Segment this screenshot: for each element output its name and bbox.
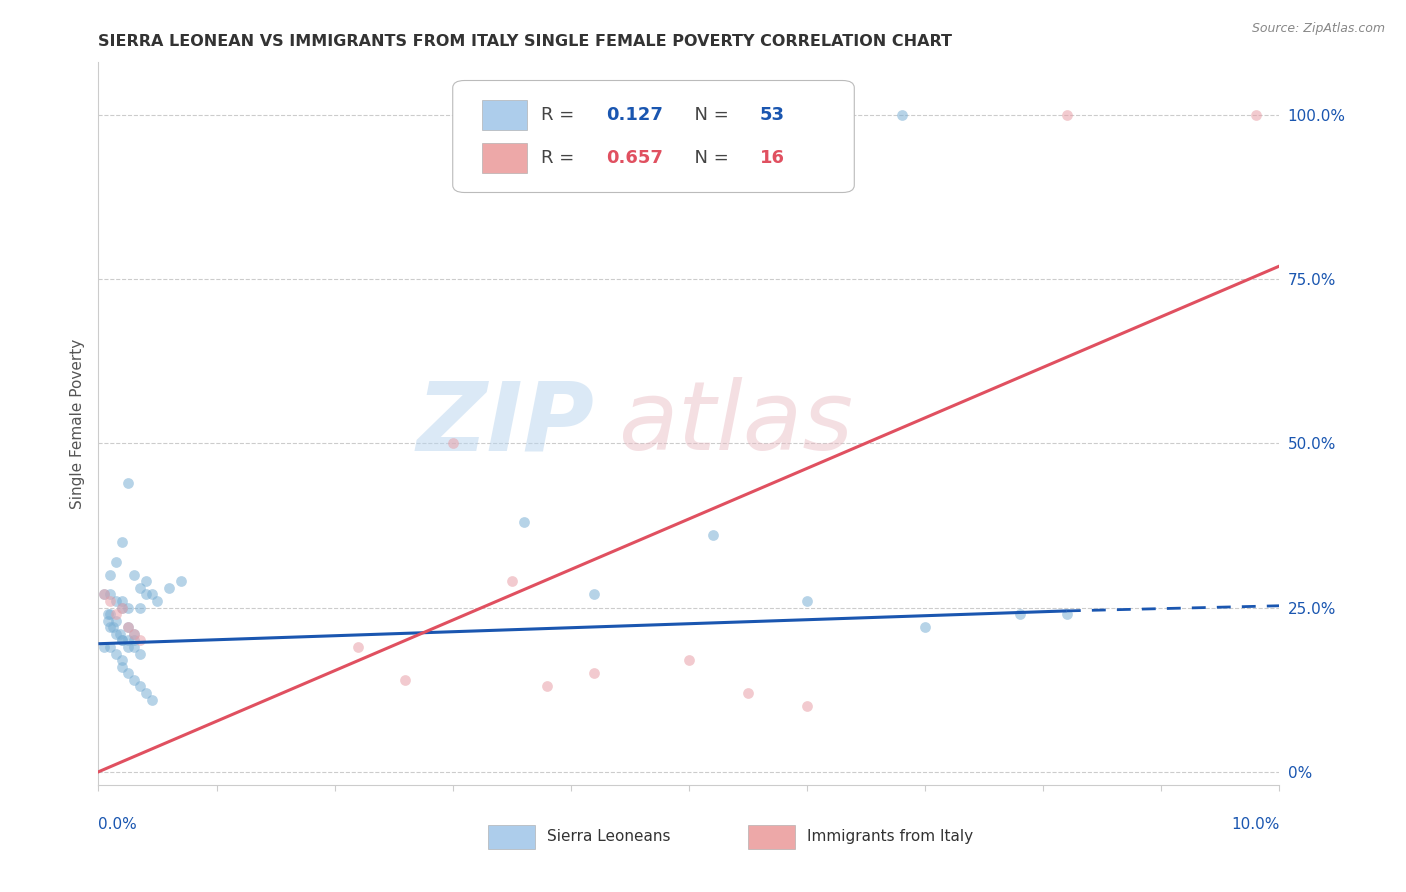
Point [111, 535, 134, 549]
Point [117, 600, 139, 615]
Y-axis label: Single Female Poverty: Single Female Poverty [69, 339, 84, 508]
Point [98, 594, 121, 608]
Point [583, 587, 606, 601]
Point [111, 633, 134, 648]
Point [170, 574, 193, 589]
Point [128, 647, 150, 661]
Point [105, 594, 128, 608]
Text: Source: ZipAtlas.com: Source: ZipAtlas.com [1251, 22, 1385, 36]
Point [98, 640, 121, 654]
Point [105, 627, 128, 641]
Point [583, 666, 606, 681]
Text: SIERRA LEONEAN VS IMMIGRANTS FROM ITALY SINGLE FEMALE POVERTY CORRELATION CHART: SIERRA LEONEAN VS IMMIGRANTS FROM ITALY … [98, 34, 952, 49]
Point [105, 614, 128, 628]
Point [117, 666, 139, 681]
Point [122, 633, 145, 648]
Point [122, 567, 145, 582]
Point [117, 475, 139, 490]
Point [796, 699, 818, 714]
Point [128, 600, 150, 615]
Point [101, 620, 124, 634]
Bar [482, 143, 527, 173]
Bar [482, 100, 527, 130]
Point [796, 594, 818, 608]
Point [122, 627, 145, 641]
Point [135, 587, 157, 601]
Point [117, 633, 139, 648]
Point [122, 673, 145, 687]
Point [117, 620, 139, 634]
Bar [488, 825, 536, 848]
Point [135, 574, 157, 589]
Point [1056, 108, 1078, 122]
Text: ZIP: ZIP [416, 377, 595, 470]
Point [702, 528, 724, 542]
Point [105, 555, 128, 569]
Point [111, 600, 134, 615]
Point [111, 659, 134, 673]
FancyBboxPatch shape [453, 80, 855, 193]
Text: Immigrants from Italy: Immigrants from Italy [807, 830, 973, 845]
Point [536, 680, 558, 694]
Text: N =: N = [683, 149, 734, 167]
Point [93, 587, 115, 601]
Point [98, 567, 121, 582]
Point [737, 686, 759, 700]
Text: 10.0%: 10.0% [1232, 817, 1279, 832]
Point [97, 607, 120, 622]
Point [141, 692, 163, 706]
Point [1008, 607, 1031, 622]
Text: Sierra Leoneans: Sierra Leoneans [547, 830, 671, 845]
Point [394, 673, 416, 687]
Point [135, 686, 157, 700]
Point [122, 627, 145, 641]
Text: N =: N = [683, 106, 734, 124]
Point [105, 607, 128, 622]
Text: 0.127: 0.127 [606, 106, 664, 124]
Point [98, 587, 121, 601]
Text: R =: R = [541, 149, 581, 167]
Bar [748, 825, 796, 848]
Point [97, 614, 120, 628]
Point [93, 640, 115, 654]
Point [111, 653, 134, 667]
Text: 0.0%: 0.0% [98, 817, 138, 832]
Point [93, 587, 115, 601]
Point [501, 574, 523, 589]
Point [98, 620, 121, 634]
Text: 0.657: 0.657 [606, 149, 664, 167]
Point [128, 680, 150, 694]
Point [141, 587, 163, 601]
Point [441, 436, 464, 450]
Point [108, 627, 131, 641]
Point [157, 581, 180, 595]
Point [890, 108, 912, 122]
Point [1056, 607, 1078, 622]
Point [347, 640, 370, 654]
Point [117, 640, 139, 654]
Point [914, 620, 936, 634]
Text: R =: R = [541, 106, 581, 124]
Text: 16: 16 [759, 149, 785, 167]
Point [122, 640, 145, 654]
Point [105, 647, 128, 661]
Text: atlas: atlas [619, 377, 853, 470]
Point [111, 594, 134, 608]
Point [146, 594, 169, 608]
Point [111, 600, 134, 615]
Point [117, 620, 139, 634]
Text: 53: 53 [759, 106, 785, 124]
Point [678, 653, 700, 667]
Point [98, 607, 121, 622]
Point [111, 633, 134, 648]
Point [128, 633, 150, 648]
Point [1244, 108, 1267, 122]
Point [128, 581, 150, 595]
Point [512, 515, 534, 529]
